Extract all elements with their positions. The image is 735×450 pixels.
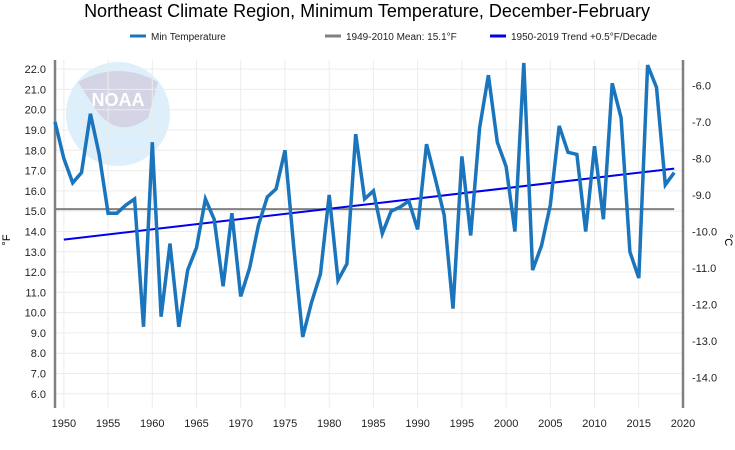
y-tick-label: 20.0 (25, 105, 46, 117)
y-tick-label: 22.0 (25, 64, 46, 76)
legend-label: 1950-2019 Trend +0.5°F/Decade (511, 32, 657, 43)
x-tick-label: 2015 (627, 418, 651, 430)
y-right-tick-label: -8.0 (692, 153, 711, 165)
y-tick-label: 14.0 (25, 226, 46, 238)
x-tick-label: 2010 (582, 418, 606, 430)
x-tick-label: 1980 (317, 418, 341, 430)
x-tick-label: 2020 (671, 418, 695, 430)
y-tick-label: 18.0 (25, 145, 46, 157)
y-right-tick-label: -14.0 (692, 373, 717, 385)
y-tick-label: 16.0 (25, 186, 46, 198)
noaa-logo-watermark: NOAA (66, 62, 170, 166)
x-tick-label: 2000 (494, 418, 518, 430)
y-right-tick-label: -13.0 (692, 336, 717, 348)
x-tick-label: 1955 (96, 418, 120, 430)
svg-text:NOAA: NOAA (92, 90, 145, 110)
x-tick-label: 1995 (450, 418, 474, 430)
x-tick-label: 1960 (140, 418, 164, 430)
series-line-2 (63, 167, 675, 241)
y-tick-label: 12.0 (25, 267, 46, 279)
y-axis-label: °F (1, 234, 13, 245)
x-tick-label: 2005 (538, 418, 562, 430)
y-right-tick-label: -10.0 (692, 226, 717, 238)
y-axis-label-right: °C (722, 234, 734, 246)
y-tick-label: 10.0 (25, 308, 46, 320)
y-tick-label: 7.0 (31, 369, 46, 381)
chart-title: Northeast Climate Region, Minimum Temper… (84, 1, 650, 21)
y-tick-label: 6.0 (31, 389, 46, 401)
x-tick-label: 1990 (405, 418, 429, 430)
y-tick-label: 13.0 (25, 247, 46, 259)
y-tick-label: 17.0 (25, 166, 46, 178)
x-tick-label: 1970 (229, 418, 253, 430)
legend: Min Temperature 1949-2010 Mean: 15.1°F 195… (130, 32, 657, 43)
legend-label: Min Temperature (151, 32, 226, 43)
y-tick-label: 9.0 (31, 328, 46, 340)
y-tick-label: 11.0 (25, 287, 46, 299)
y-tick-label: 19.0 (25, 125, 46, 137)
series-line-0 (53, 62, 676, 338)
x-tick-label: 1950 (52, 418, 76, 430)
y-right-tick-label: -7.0 (692, 117, 711, 129)
y-right-tick-label: -11.0 (692, 263, 716, 275)
y-right-tick-label: -12.0 (692, 300, 717, 312)
x-tick-label: 1975 (273, 418, 297, 430)
x-tick-label: 1985 (361, 418, 385, 430)
y-tick-label: 21.0 (25, 84, 46, 96)
legend-label: 1949-2010 Mean: 15.1°F (346, 32, 457, 43)
y-right-tick-label: -6.0 (692, 80, 711, 92)
y-tick-label: 8.0 (31, 348, 46, 360)
y-right-tick-label: -9.0 (692, 190, 711, 202)
axes: 6.0 7.0 8.0 9.0 10.0 11.0 12.0 13.0 14.0 15.0 16.0… (25, 60, 717, 430)
series-group (53, 62, 676, 338)
y-tick-label: 15.0 (25, 206, 46, 218)
x-tick-label: 1965 (184, 418, 208, 430)
